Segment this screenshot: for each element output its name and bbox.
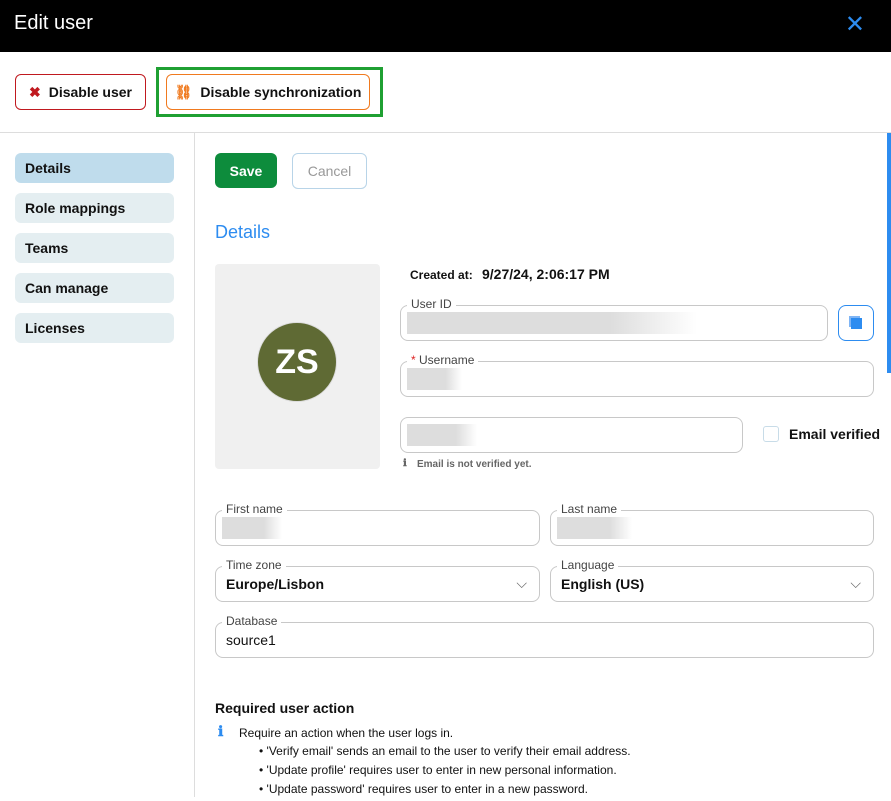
- redacted-value: [557, 517, 632, 539]
- avatar: ZS: [257, 322, 337, 402]
- disable-synchronization-button[interactable]: ⛓ Disable synchronization: [166, 74, 370, 110]
- timezone-select[interactable]: Time zone Europe/Lisbon ⌵: [215, 558, 540, 602]
- toolbar: ✖ Disable user ⛓ Disable synchronization: [0, 52, 891, 133]
- sidebar-item-licenses[interactable]: Licenses: [15, 313, 174, 343]
- disable-user-label: Disable user: [48, 84, 132, 100]
- language-label: Language: [557, 558, 619, 572]
- username-field[interactable]: * Username: [400, 353, 874, 397]
- email-field[interactable]: [400, 417, 743, 453]
- unlink-icon: ⛓: [174, 83, 193, 100]
- created-label: Created at:: [410, 268, 473, 282]
- email-hint: Email is not verified yet.: [417, 459, 532, 470]
- dialog-title: Edit user: [14, 12, 93, 34]
- username-label: * Username: [407, 353, 479, 367]
- required-mark: *: [411, 353, 416, 367]
- avatar-panel: ZS: [215, 264, 380, 469]
- redacted-value: [407, 368, 462, 390]
- sidebar-item-can-manage[interactable]: Can manage: [15, 273, 174, 303]
- redacted-value: [407, 424, 477, 446]
- language-select[interactable]: Language English (US) ⌵: [550, 558, 874, 602]
- database-field[interactable]: Database source1: [215, 614, 874, 658]
- scrollbar[interactable]: [887, 133, 891, 373]
- sidebar-item-details[interactable]: Details: [15, 153, 174, 183]
- cancel-button[interactable]: Cancel: [292, 153, 367, 189]
- user-slash-icon: ✖: [29, 83, 41, 100]
- disable-sync-label: Disable synchronization: [200, 84, 362, 100]
- list-item: 'Update profile' requires user to enter …: [259, 763, 631, 782]
- email-verified-checkbox[interactable]: [763, 426, 779, 442]
- required-action-intro: Require an action when the user logs in.: [239, 726, 454, 740]
- list-item: 'Update password' requires user to enter…: [259, 782, 631, 801]
- list-item: 'Verify email' sends an email to the use…: [259, 744, 631, 763]
- copy-icon: [850, 317, 862, 329]
- redacted-value: [222, 517, 282, 539]
- last-name-label: Last name: [557, 502, 622, 516]
- timezone-label: Time zone: [222, 558, 286, 572]
- info-icon: ℹ: [403, 458, 407, 469]
- user-id-label: User ID: [407, 297, 456, 311]
- save-button[interactable]: Save: [215, 153, 277, 188]
- disable-user-button[interactable]: ✖ Disable user: [15, 74, 146, 110]
- copy-button[interactable]: [838, 305, 874, 341]
- dialog-header: Edit user ✕: [0, 0, 891, 52]
- redacted-value: [407, 312, 697, 334]
- first-name-label: First name: [222, 502, 287, 516]
- database-value: source1: [226, 632, 276, 648]
- required-action-title: Required user action: [215, 700, 355, 716]
- email-verified-label: Email verified: [789, 426, 881, 442]
- last-name-field[interactable]: Last name: [550, 502, 874, 546]
- database-label: Database: [222, 614, 282, 628]
- chevron-down-icon: ⌵: [850, 575, 861, 591]
- required-action-list: 'Verify email' sends an email to the use…: [259, 744, 631, 801]
- user-id-field[interactable]: User ID: [400, 297, 828, 341]
- sidebar: Details Role mappings Teams Can manage L…: [0, 133, 195, 797]
- chevron-down-icon: ⌵: [516, 575, 527, 591]
- timezone-value: Europe/Lisbon: [226, 576, 324, 592]
- created-value: 9/27/24, 2:06:17 PM: [482, 266, 610, 282]
- username-label-text: Username: [419, 353, 475, 367]
- highlight-box: [156, 67, 383, 117]
- info-icon: ℹ: [218, 723, 224, 739]
- close-icon[interactable]: ✕: [844, 11, 865, 38]
- first-name-field[interactable]: First name: [215, 502, 540, 546]
- sidebar-item-teams[interactable]: Teams: [15, 233, 174, 263]
- section-title: Details: [215, 222, 271, 242]
- sidebar-item-role-mappings[interactable]: Role mappings: [15, 193, 174, 223]
- language-value: English (US): [561, 576, 645, 592]
